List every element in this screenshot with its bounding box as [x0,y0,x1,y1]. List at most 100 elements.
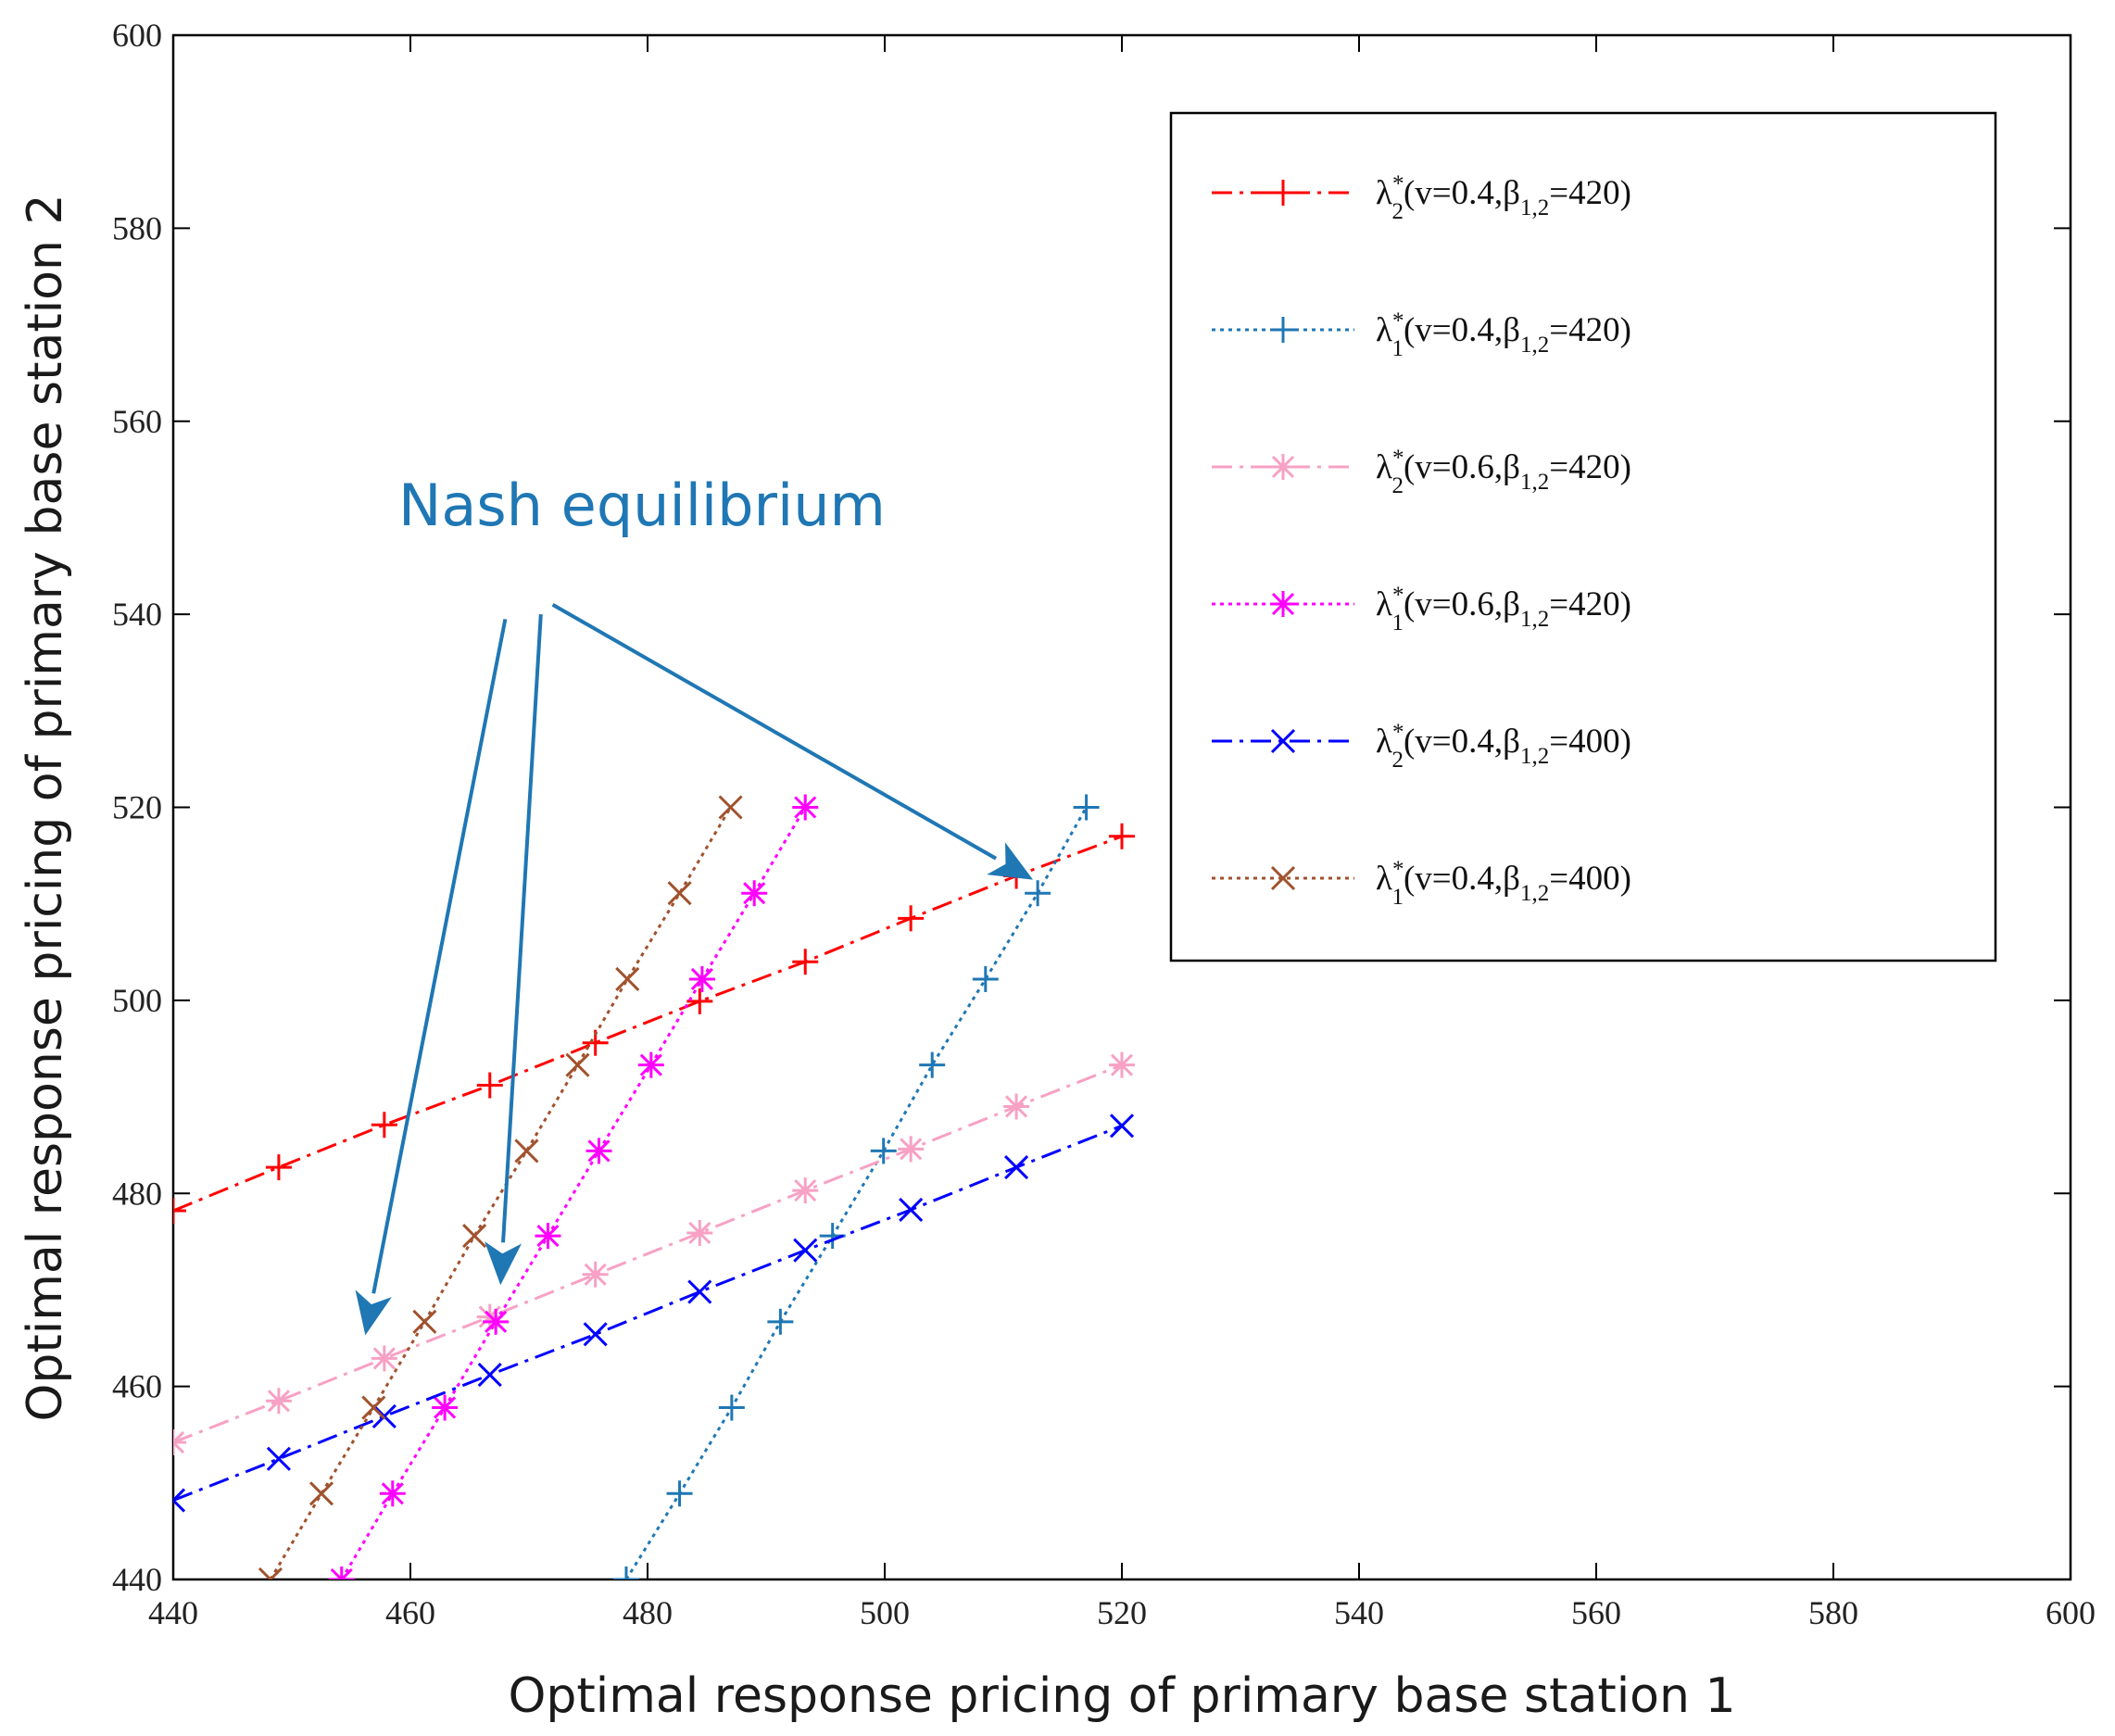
legend-label-part: =420) [1549,448,1631,486]
legend-label: λ* 2(v=0.6,β1,2=420) [1376,446,1631,498]
series-layer [173,794,1135,1579]
series-line-6 [269,806,732,1579]
y-tick-label: 520 [112,789,162,826]
legend-label-part: λ [1376,585,1392,623]
data-point-s6-3 [361,1395,386,1420]
legend-entry-3: λ* 2(v=0.6,β1,2=420) [1212,446,1631,498]
legend-entry-5: λ* 2(v=0.4,β1,2=400) [1212,720,1631,773]
data-point-s2-10 [1073,794,1100,821]
legend-label-part: * [1392,308,1404,333]
data-point-s1-1 [173,1198,186,1225]
legend-label-part: (v=0.4,β [1404,860,1520,898]
data-point-s6-2 [308,1481,334,1506]
legend-marker [1270,454,1296,480]
nash-arrow-3 [551,602,1033,880]
data-point-s1-4 [476,1072,503,1099]
legend-label: λ* 1(v=0.4,β1,2=420) [1376,308,1631,361]
series-line-5 [173,1124,1123,1502]
legend-entry-1: λ* 2(v=0.4,β1,2=420) [1212,171,1631,224]
data-point-s2-3 [718,1394,745,1421]
legend-label: λ* 2(v=0.4,β1,2=420) [1376,171,1631,224]
y-tick-label: 460 [112,1368,162,1405]
data-point-s5-6 [687,1279,712,1304]
legend-label-part: 2 [1391,473,1404,498]
legend-label-part: =420) [1549,311,1631,349]
legend-label: λ* 2(v=0.4,β1,2=400) [1376,720,1631,773]
data-point-s5-3 [371,1403,397,1428]
legend-label-part: (v=0.4,β [1404,723,1520,761]
legend-label-part: 1,2 [1520,195,1549,220]
legend-marker [1270,728,1296,754]
legend-marker [1270,865,1296,891]
data-point-s1-10 [1109,823,1135,849]
legend-label-part: 2 [1391,199,1404,224]
data-point-s4-8 [688,965,715,992]
legend-label-part: λ [1376,311,1392,349]
legend-label-part: 2 [1391,748,1404,773]
y-axis-label: Optimal response pricing of primary base… [18,194,73,1421]
legend-label-part: 1,2 [1520,607,1549,632]
data-point-s5-1 [173,1488,186,1513]
data-point-s3-5 [582,1261,609,1288]
legend-label-part: =400) [1549,860,1631,898]
legend-label-part: 1,2 [1520,744,1549,769]
data-point-s1-6 [686,988,713,1014]
legend-label-part: λ [1376,174,1392,212]
data-point-s5-8 [899,1197,924,1223]
y-tick-label: 540 [112,596,162,633]
legend-label-part: λ [1376,723,1392,761]
x-tick-label: 600 [2046,1594,2096,1631]
x-tick-label: 440 [148,1594,198,1631]
axis-ticks: 440 460 480 500 520 540 560 580 600 440 460 480 500 5… [112,17,2096,1631]
legend-marker [1270,591,1296,617]
legend-label-part: (v=0.6,β [1404,448,1520,486]
legend-label-part: * [1392,171,1404,196]
legend-label-part: 1 [1391,610,1404,635]
x-tick-label: 580 [1808,1594,1858,1631]
y-tick-label: 480 [112,1175,162,1212]
x-tick-label: 480 [623,1594,673,1631]
data-point-s4-7 [637,1051,664,1078]
data-point-s3-6 [686,1219,713,1246]
legend-label-part: * [1392,583,1404,608]
x-tick-label: 520 [1097,1594,1147,1631]
data-point-s4-5 [535,1223,561,1250]
legend-box [1169,111,1997,962]
legend-label-part: =400) [1549,723,1631,761]
legend-label-part: λ [1376,860,1392,898]
data-point-s2-2 [666,1480,693,1507]
data-point-s5-5 [583,1322,608,1347]
legend-label-part: (v=0.6,β [1404,585,1520,623]
legend-label-part: (v=0.4,β [1404,174,1520,212]
y-tick-label: 440 [112,1561,162,1598]
legend-label-part: * [1392,446,1404,471]
data-point-s5-7 [793,1238,818,1263]
data-point-s2-8 [972,965,999,992]
data-point-s5-2 [266,1446,291,1471]
data-point-s6-8 [615,966,640,992]
data-point-s6-10 [718,795,743,820]
legend: λ* 2(v=0.4,β1,2=420)λ* 1(v=0.4,β1,2=420)λ*… [1169,111,1997,962]
series-line-1 [173,835,1123,1213]
legend-label-part: 1,2 [1520,333,1549,358]
data-point-s2-9 [1025,880,1051,907]
data-point-s3-2 [265,1388,292,1415]
data-point-s4-9 [741,880,768,907]
data-point-s5-10 [1109,1113,1135,1138]
legend-marker [1270,180,1296,206]
data-point-s4-3 [432,1394,459,1421]
data-point-s6-9 [667,881,692,906]
x-tick-label: 560 [1571,1594,1621,1631]
data-point-s3-3 [371,1345,397,1372]
y-tick-label: 600 [112,17,162,54]
legend-label-part: (v=0.4,β [1404,311,1520,349]
data-point-s1-3 [371,1112,397,1138]
legend-label: λ* 1(v=0.4,β1,2=400) [1376,857,1631,910]
data-point-s4-6 [585,1138,612,1164]
data-point-s4-1 [328,1566,355,1579]
data-point-s2-1 [612,1566,639,1579]
legend-label-part: 1,2 [1520,881,1549,906]
nash-arrow-2 [485,614,543,1286]
data-point-s2-6 [870,1138,897,1164]
